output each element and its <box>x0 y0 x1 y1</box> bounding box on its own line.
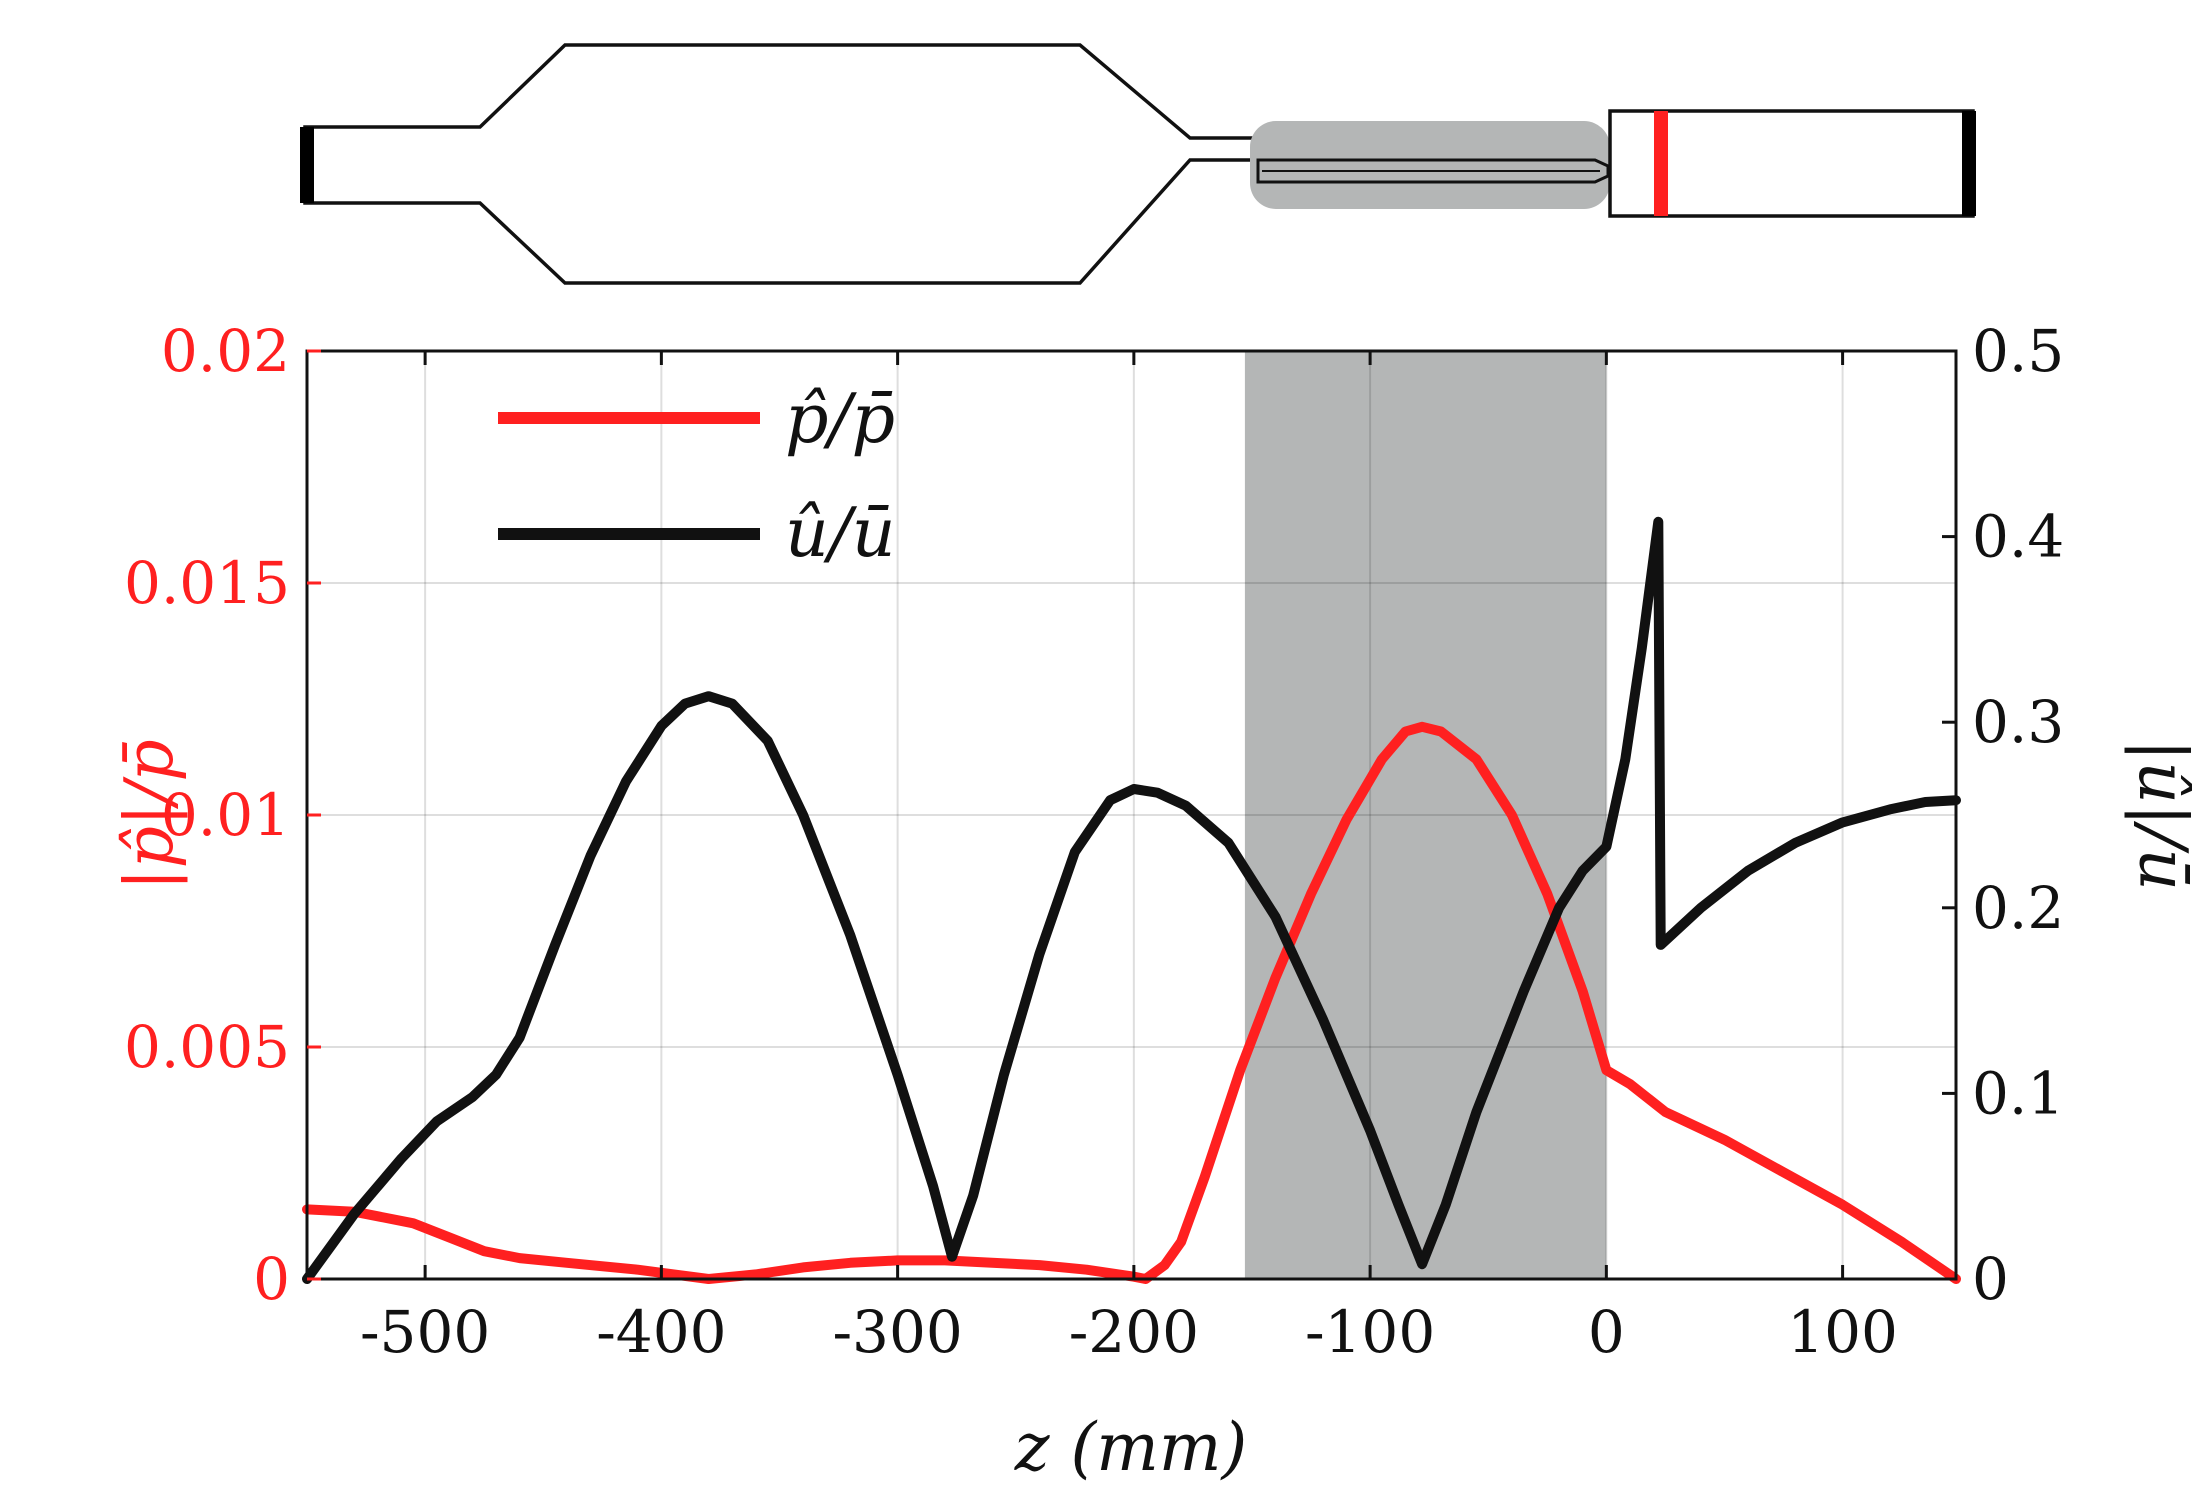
x-tick-label: -100 <box>1305 1298 1435 1366</box>
injector-region-shading <box>1244 351 1607 1279</box>
x-tick-label: -200 <box>1069 1298 1199 1366</box>
x-tick-label: -300 <box>832 1298 962 1366</box>
y-right-tick-label: 0.3 <box>1972 688 2064 756</box>
combustor-schematic <box>300 43 1976 285</box>
injector-lance <box>1256 158 1610 184</box>
combustion-chamber <box>1608 109 1975 218</box>
outlet-endcap <box>1962 111 1976 216</box>
x-tick-label: -400 <box>596 1298 726 1366</box>
pressure-series-line <box>302 721 1961 1284</box>
series-layer <box>302 516 1961 1284</box>
y-left-tick-label: 0.01 <box>161 781 290 849</box>
velocity-series-line <box>302 516 1961 1284</box>
y-right-tick-labels: 0 0.1 0.2 0.3 0.4 0.5 <box>1972 317 2064 1313</box>
y-left-tick-label: 0.015 <box>124 549 290 617</box>
x-tick-label: 100 <box>1787 1298 1898 1366</box>
y-left-axis-title: |p̂|/p̄ <box>111 739 188 890</box>
y-right-tick-label: 0.5 <box>1972 317 2064 385</box>
y-left-tick-label: 0.005 <box>124 1013 290 1081</box>
flame-marker <box>1654 111 1668 216</box>
legend-label-velocity: û/ū <box>785 494 896 573</box>
y-right-tick-label: 0.1 <box>1972 1059 2064 1127</box>
y-left-tick-label: 0.02 <box>161 317 290 385</box>
injector-zone <box>1250 121 1610 209</box>
y-right-axis-title: |û|/ū <box>2124 739 2192 891</box>
tick-marks <box>307 349 1956 1281</box>
legend: p̂/p̄ û/ū <box>498 380 896 573</box>
x-tick-label: -500 <box>360 1298 490 1366</box>
y-left-tick-label: 0 <box>253 1245 290 1313</box>
x-tick-labels: -500 -400 -300 -200 -100 0 100 <box>360 1298 1898 1366</box>
x-tick-label: 0 <box>1588 1298 1625 1366</box>
legend-label-pressure: p̂/p̄ <box>785 380 895 459</box>
plenum-outline <box>303 43 1257 285</box>
inlet-endcap <box>300 127 314 203</box>
y-right-tick-label: 0.4 <box>1972 503 2064 571</box>
y-right-tick-label: 0 <box>1972 1245 2009 1313</box>
y-left-tick-labels: 0 0.005 0.01 0.015 0.02 <box>124 317 290 1313</box>
x-axis-title: z (mm) <box>1014 1409 1247 1486</box>
y-right-tick-label: 0.2 <box>1972 874 2064 942</box>
plot-area: -500 -400 -300 -200 -100 0 100 0 0.005 0.01 0.015… <box>124 317 2064 1366</box>
